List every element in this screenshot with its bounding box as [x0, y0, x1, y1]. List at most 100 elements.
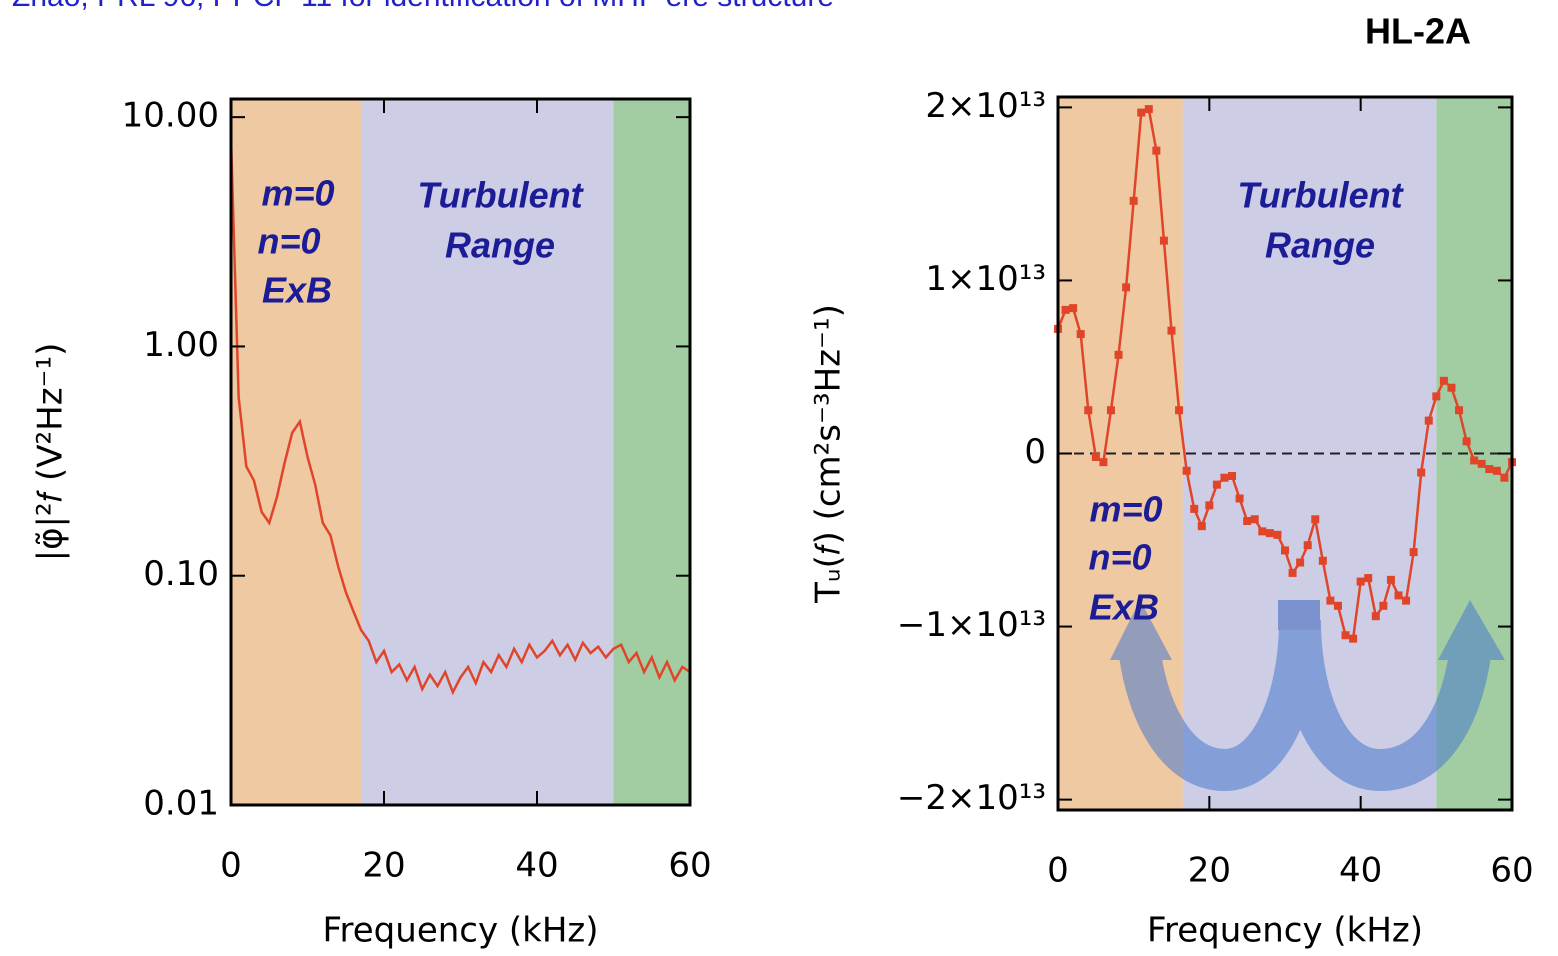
- data-point: [1243, 516, 1252, 525]
- data-point: [1409, 548, 1418, 557]
- data-point: [1205, 501, 1214, 510]
- y-tick-label: −1×10¹³: [897, 605, 1046, 645]
- x-tick-label: 20: [1188, 851, 1231, 891]
- y-tick-label: 0.01: [143, 784, 219, 824]
- x-tick-label: 20: [362, 846, 405, 886]
- data-point: [1349, 634, 1358, 643]
- data-point: [1061, 305, 1070, 314]
- y-tick-label: 1×10¹³: [925, 259, 1046, 299]
- y-axis-label: Tᵤ(𝑓) (cm²s⁻³Hz⁻¹): [809, 304, 849, 604]
- annotation: Range: [445, 225, 555, 266]
- arrow-head: [1438, 600, 1505, 660]
- data-point: [1455, 406, 1464, 415]
- x-tick-label: 0: [1047, 851, 1069, 891]
- data-point: [1235, 494, 1244, 503]
- x-axis-label: Frequency (kHz): [322, 911, 598, 951]
- data-point: [1258, 527, 1267, 536]
- x-tick-label: 60: [668, 846, 711, 886]
- annotation: m=0: [261, 173, 334, 214]
- data-point: [1371, 612, 1380, 621]
- data-point: [1099, 458, 1108, 467]
- y-tick-label: 0.10: [143, 554, 219, 594]
- data-point: [1144, 105, 1153, 114]
- y-axis-label: |φ̃|²𝑓 (V²Hz⁻¹): [31, 343, 71, 562]
- plot-right: 0 20 40 60 2×10¹³ 1×10¹³ 0 −1×10¹³ −2×10¹³ Freque…: [809, 86, 1534, 951]
- x-tick-label: 0: [220, 846, 242, 886]
- data-point: [1091, 452, 1100, 461]
- data-point: [1470, 456, 1479, 465]
- data-point: [1341, 631, 1350, 640]
- data-point: [1265, 529, 1274, 538]
- y-tick-label: 1.00: [143, 325, 219, 365]
- region: [361, 99, 614, 805]
- data-point: [1386, 575, 1395, 584]
- y-tick-label: 10.00: [122, 96, 219, 136]
- data-point: [1220, 473, 1229, 482]
- data-point: [1228, 471, 1237, 480]
- data-point: [1318, 556, 1327, 565]
- data-point: [1129, 196, 1138, 205]
- data-point: [1379, 601, 1388, 610]
- data-point: [1122, 283, 1131, 292]
- data-point: [1212, 480, 1221, 489]
- data-point: [1182, 466, 1191, 475]
- data-point: [1402, 596, 1411, 605]
- data-point: [1356, 577, 1365, 586]
- data-point: [1462, 437, 1471, 446]
- arrow: [1279, 619, 1491, 792]
- data-point: [1492, 466, 1501, 475]
- cascade-arrows: [1110, 600, 1505, 792]
- x-axis-label: Frequency (kHz): [1147, 911, 1423, 951]
- annotation: n=0: [1088, 537, 1151, 578]
- data-point: [1159, 236, 1168, 245]
- data-point: [1076, 330, 1085, 339]
- data-point: [1250, 515, 1259, 524]
- data-point: [1152, 146, 1161, 155]
- y-tick-label: −2×10¹³: [897, 778, 1046, 818]
- device-label: HL-2A: [1365, 11, 1471, 52]
- data-point: [1303, 541, 1312, 550]
- data-point: [1432, 392, 1441, 401]
- data-point: [1281, 546, 1289, 555]
- plot-left: 0 20 40 60 10.00 1.00 0.10 0.01 Frequency (kHz) |…: [31, 96, 712, 951]
- data-point: [1137, 108, 1146, 117]
- x-tick-label: 40: [515, 846, 558, 886]
- data-point: [1439, 376, 1448, 385]
- annotation: ExB: [1089, 587, 1159, 628]
- annotation: Turbulent: [1237, 175, 1404, 216]
- data-point: [1364, 574, 1373, 583]
- arrow-tail: [1278, 600, 1320, 630]
- data-point: [1288, 568, 1297, 577]
- data-point: [1500, 473, 1509, 482]
- data-point: [1326, 596, 1335, 605]
- data-point: [1114, 350, 1123, 359]
- data-point: [1394, 591, 1403, 600]
- data-point: [1273, 530, 1282, 539]
- y-tick-label: 2×10¹³: [925, 86, 1046, 126]
- annotation: m=0: [1089, 489, 1162, 530]
- data-point: [1485, 465, 1494, 474]
- data-point: [1447, 383, 1456, 392]
- region: [231, 99, 362, 805]
- data-point: [1417, 468, 1426, 477]
- annotation: Range: [1265, 225, 1375, 266]
- data-point: [1311, 515, 1320, 524]
- citation: Zhao, PRL 96; PPCF 11 for identification…: [12, 0, 834, 13]
- data-point: [1424, 416, 1433, 425]
- x-tick-label: 40: [1339, 851, 1382, 891]
- data-point: [1069, 304, 1078, 313]
- x-tick-label: 60: [1490, 851, 1533, 891]
- data-point: [1106, 406, 1115, 415]
- data-point: [1197, 522, 1206, 531]
- data-line: [229, 139, 691, 696]
- data-point: [1296, 558, 1305, 567]
- data-point: [1477, 459, 1486, 468]
- data-point: [1175, 406, 1184, 415]
- annotation: Turbulent: [417, 175, 584, 216]
- data-point: [1084, 406, 1093, 415]
- plot-frame: [229, 97, 692, 807]
- annotation: n=0: [257, 221, 320, 262]
- annotation: ExB: [262, 270, 332, 311]
